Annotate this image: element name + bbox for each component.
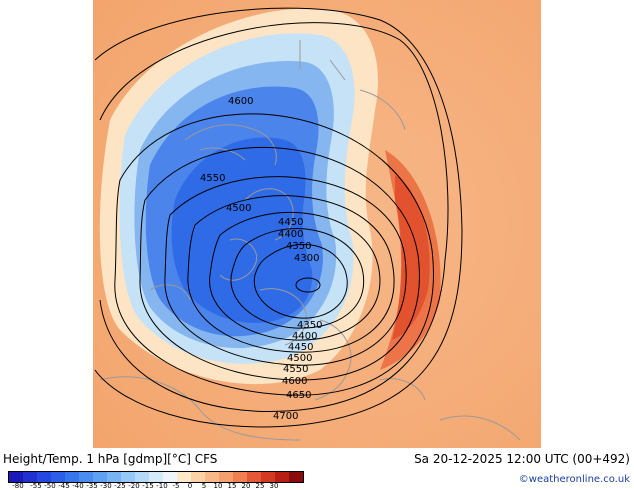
colorbar-tick-label: -45 bbox=[58, 482, 70, 490]
colorbar-segment bbox=[149, 472, 163, 482]
contour-label-4650: 4650 bbox=[286, 390, 311, 401]
colorbar bbox=[8, 471, 304, 483]
contour-label-4550-west: 4550 bbox=[200, 173, 225, 184]
colorbar-tick-label: 0 bbox=[187, 482, 193, 490]
contour-label-4600-south: 4600 bbox=[282, 376, 307, 387]
colorbar-segment bbox=[163, 472, 177, 482]
contour-label-4550-south: 4550 bbox=[283, 364, 308, 375]
colorbar-segment bbox=[261, 472, 275, 482]
colorbar-tick-label: -20 bbox=[128, 482, 140, 490]
colorbar-segment bbox=[51, 472, 65, 482]
contour-label-4350-south: 4350 bbox=[297, 320, 322, 331]
warm-core bbox=[392, 175, 430, 340]
contour-label-4500-south: 4500 bbox=[287, 353, 312, 364]
colorbar-tick-label: -50 bbox=[44, 482, 56, 490]
colorbar-segment bbox=[191, 472, 205, 482]
colorbar-segment bbox=[247, 472, 261, 482]
colorbar-segment bbox=[107, 472, 121, 482]
colorbar-tick-label: 20 bbox=[241, 482, 251, 490]
colorbar-tick-label: -25 bbox=[114, 482, 126, 490]
colorbar-segment bbox=[233, 472, 247, 482]
contour-labels: 4600 4550 4500 4450 4400 4350 4300 4350 … bbox=[200, 96, 322, 422]
colorbar-tick-label: -10 bbox=[156, 482, 168, 490]
colorbar-segment bbox=[65, 472, 79, 482]
colorbar-segment bbox=[79, 472, 93, 482]
colorbar-tick-label: -35 bbox=[86, 482, 98, 490]
contour-label-4300: 4300 bbox=[294, 253, 319, 264]
colorbar-segment bbox=[135, 472, 149, 482]
colorbar-ticks: -80 -55 -50 -45 -40 -35 -30 -25 -20 -15 -10 -5 0 5 10 1… bbox=[8, 482, 358, 490]
colorbar-segment bbox=[9, 472, 23, 482]
contour-label-4600-north: 4600 bbox=[228, 96, 253, 107]
colorbar-segment bbox=[219, 472, 233, 482]
contour-label-4450-north: 4450 bbox=[278, 217, 303, 228]
colorbar-segment bbox=[37, 472, 51, 482]
contour-label-4700: 4700 bbox=[273, 411, 298, 422]
colorbar-tick-label: -5 bbox=[172, 482, 180, 490]
credit-link[interactable]: ©weatheronline.co.uk bbox=[518, 474, 630, 485]
product-title: Height/Temp. 1 hPa [gdmp][°C] CFS bbox=[3, 452, 218, 466]
cold-core-region bbox=[171, 137, 313, 323]
colorbar-segment bbox=[93, 472, 107, 482]
contour-label-4350-north: 4350 bbox=[286, 241, 311, 252]
map-footer: Height/Temp. 1 hPa [gdmp][°C] CFS Sa 20-… bbox=[0, 448, 634, 490]
valid-time: Sa 20-12-2025 12:00 UTC (00+492) bbox=[414, 452, 630, 466]
coastlines bbox=[99, 40, 521, 441]
colorbar-tick-label: -55 bbox=[30, 482, 42, 490]
height-contours bbox=[94, 7, 463, 428]
colorbar-segment bbox=[289, 472, 303, 482]
colorbar-tick-label: 5 bbox=[201, 482, 207, 490]
contour-label-4500-west: 4500 bbox=[226, 203, 251, 214]
colorbar-tick-label: -40 bbox=[72, 482, 84, 490]
colorbar-segment bbox=[23, 472, 37, 482]
temperature-map: 4600 4550 4500 4450 4400 4350 4300 4350 … bbox=[93, 0, 541, 448]
colorbar-segment bbox=[177, 472, 191, 482]
colorbar-tick-label: -30 bbox=[100, 482, 112, 490]
colorbar-tick-label: 30 bbox=[269, 482, 279, 490]
colorbar-segment bbox=[121, 472, 135, 482]
map-panel: 4600 4550 4500 4450 4400 4350 4300 4350 … bbox=[93, 0, 541, 448]
contour-label-4450-south: 4450 bbox=[288, 342, 313, 353]
contour-label-4400-south: 4400 bbox=[292, 331, 317, 342]
colorbar-tick-label: -15 bbox=[142, 482, 154, 490]
colorbar-segment bbox=[205, 472, 219, 482]
colorbar-tick-label: -80 bbox=[12, 482, 24, 490]
contour-label-4400-north: 4400 bbox=[278, 229, 303, 240]
colorbar-tick-label: 25 bbox=[255, 482, 265, 490]
colorbar-tick-label: 10 bbox=[213, 482, 223, 490]
colorbar-segment bbox=[275, 472, 289, 482]
colorbar-tick-label: 15 bbox=[227, 482, 237, 490]
